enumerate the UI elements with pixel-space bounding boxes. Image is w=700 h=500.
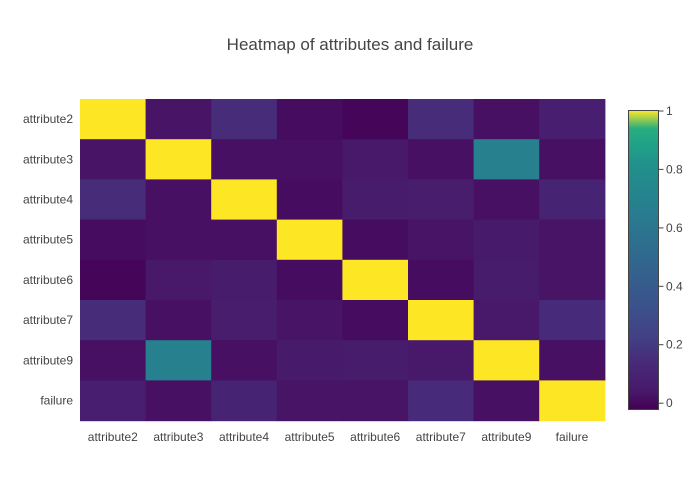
heatmap-cell-attribute7-attribute9 [473, 300, 540, 341]
heatmap-cell-attribute5-attribute7 [408, 219, 475, 261]
heatmap-cell-attribute6-attribute6 [342, 259, 409, 301]
heatmap-cell-attribute7-attribute2 [80, 300, 147, 341]
y-tick-label: attribute3 [23, 152, 73, 166]
colorbar-tick-label: 1 [666, 104, 673, 118]
y-tick-label: attribute9 [23, 353, 73, 367]
heatmap-cell-attribute2-failure [539, 99, 606, 140]
y-tick-label: attribute6 [23, 273, 73, 287]
heatmap-cell-attribute6-attribute4 [211, 259, 278, 301]
heatmap-cell-attribute7-attribute6 [342, 300, 409, 341]
heatmap-cell-failure-attribute9 [473, 380, 540, 422]
heatmap-cell-attribute7-failure [539, 300, 606, 341]
heatmap-cell-attribute9-attribute3 [145, 340, 212, 381]
y-tick-label: failure [40, 394, 73, 408]
heatmap-cell-attribute2-attribute2 [80, 99, 147, 140]
heatmap-cell-attribute3-attribute4 [211, 139, 278, 180]
heatmap-cell-attribute6-attribute9 [473, 259, 540, 301]
heatmap-cell-attribute5-attribute9 [473, 219, 540, 261]
heatmap-cell-attribute2-attribute5 [276, 99, 343, 140]
heatmap-cell-attribute2-attribute4 [211, 99, 278, 140]
heatmap-cell-attribute5-attribute3 [145, 219, 212, 261]
colorbar-tick-label: 0.2 [666, 338, 683, 352]
x-tick-label: attribute4 [219, 430, 269, 444]
heatmap-cell-attribute9-attribute2 [80, 340, 147, 381]
y-tick-label: attribute5 [23, 233, 73, 247]
colorbar: 0 0.2 0.4 0.6 0.8 1 [628, 104, 683, 410]
heatmap-cell-attribute7-attribute3 [145, 300, 212, 341]
heatmap-cell-attribute3-attribute3 [145, 139, 212, 180]
heatmap-cell-failure-attribute5 [276, 380, 343, 422]
heatmap-cell-attribute2-attribute6 [342, 99, 409, 140]
heatmap-cell-attribute9-failure [539, 340, 606, 381]
heatmap-cell-attribute4-attribute7 [408, 179, 475, 221]
heatmap-cell-attribute9-attribute5 [276, 340, 343, 381]
x-axis-ticks: attribute2 attribute3 attribute4 attribute5… [88, 430, 589, 444]
x-tick-label: attribute2 [88, 430, 138, 444]
x-tick-label: attribute3 [153, 430, 203, 444]
colorbar-tick-label: 0.6 [666, 221, 683, 235]
heatmap-cell-attribute5-failure [539, 219, 606, 261]
y-tick-label: attribute4 [23, 193, 73, 207]
heatmap-cell-attribute4-attribute4 [211, 179, 278, 221]
heatmap-cell-attribute3-attribute7 [408, 139, 475, 180]
heatmap-cell-attribute9-attribute6 [342, 340, 409, 381]
heatmap-cell-attribute6-failure [539, 259, 606, 301]
colorbar-tick-label: 0.8 [666, 162, 683, 176]
heatmap-cell-attribute4-attribute3 [145, 179, 212, 221]
colorbar-ticks: 0 0.2 0.4 0.6 0.8 1 [658, 104, 683, 410]
colorbar-tick-label: 0.4 [666, 279, 683, 293]
heatmap-cell-attribute5-attribute4 [211, 219, 278, 261]
heatmap-cell-attribute9-attribute9 [473, 340, 540, 381]
heatmap-cell-attribute4-attribute5 [276, 179, 343, 221]
heatmap-cell-attribute3-attribute9 [473, 139, 540, 180]
heatmap-cell-failure-attribute7 [408, 380, 475, 422]
heatmap-cell-attribute3-attribute2 [80, 139, 147, 180]
x-tick-label: attribute5 [285, 430, 335, 444]
heatmap-cell-attribute6-attribute2 [80, 259, 147, 301]
heatmap-cell-failure-attribute6 [342, 380, 409, 422]
heatmap-cell-failure-failure [539, 380, 606, 422]
heatmap-cell-attribute2-attribute3 [145, 99, 212, 140]
heatmap-cell-failure-attribute3 [145, 380, 212, 422]
heatmap-cell-attribute6-attribute7 [408, 259, 475, 301]
chart-title: Heatmap of attributes and failure [227, 35, 474, 54]
x-tick-label: attribute7 [416, 430, 466, 444]
heatmap-cell-attribute4-attribute6 [342, 179, 409, 221]
x-tick-label: failure [556, 430, 589, 444]
heatmap-cell-attribute2-attribute7 [408, 99, 475, 140]
y-axis-ticks: attribute2 attribute3 attribute4 attribute5… [23, 112, 73, 407]
heatmap-cells [80, 99, 606, 422]
heatmap-cell-attribute4-attribute9 [473, 179, 540, 221]
heatmap-cell-attribute4-failure [539, 179, 606, 221]
heatmap-cell-attribute9-attribute7 [408, 340, 475, 381]
heatmap-cell-failure-attribute4 [211, 380, 278, 422]
heatmap-cell-attribute5-attribute2 [80, 219, 147, 261]
x-tick-label: attribute6 [350, 430, 400, 444]
heatmap-cell-attribute7-attribute5 [276, 300, 343, 341]
heatmap-cell-attribute3-attribute6 [342, 139, 409, 180]
heatmap-cell-attribute6-attribute5 [276, 259, 343, 301]
heatmap-cell-failure-attribute2 [80, 380, 147, 422]
heatmap-cell-attribute4-attribute2 [80, 179, 147, 221]
colorbar-tick-label: 0 [666, 396, 673, 410]
heatmap-cell-attribute7-attribute7 [408, 300, 475, 341]
heatmap-cell-attribute2-attribute9 [473, 99, 540, 140]
y-tick-label: attribute2 [23, 112, 73, 126]
heatmap-cell-attribute6-attribute3 [145, 259, 212, 301]
x-tick-label: attribute9 [481, 430, 531, 444]
heatmap-cell-attribute5-attribute5 [276, 219, 343, 261]
heatmap-cell-attribute5-attribute6 [342, 219, 409, 261]
heatmap-cell-attribute7-attribute4 [211, 300, 278, 341]
heatmap-cell-attribute3-failure [539, 139, 606, 180]
y-tick-label: attribute7 [23, 313, 73, 327]
colorbar-gradient [628, 110, 659, 410]
heatmap-cell-attribute3-attribute5 [276, 139, 343, 180]
heatmap-cell-attribute9-attribute4 [211, 340, 278, 381]
